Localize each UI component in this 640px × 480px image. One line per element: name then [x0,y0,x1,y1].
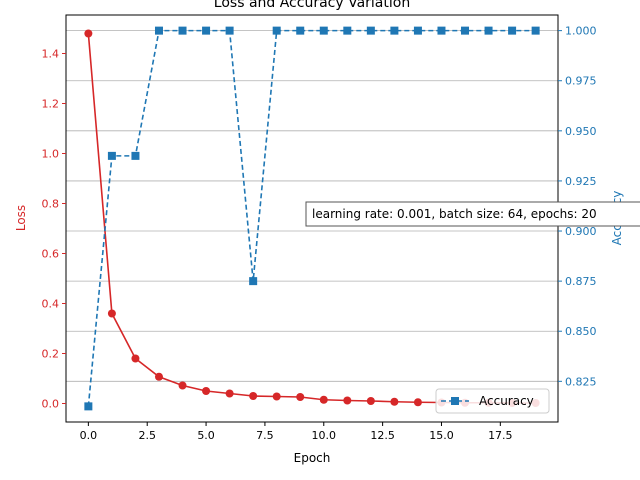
left-y-tick-label: 0.8 [42,198,60,211]
left-y-tick-label: 1.0 [42,148,60,161]
left-y-tick-label: 0.2 [42,348,60,361]
right-y-tick-label: 0.825 [565,375,597,388]
loss-point [413,398,422,407]
left-y-tick-label: 0.4 [42,298,60,311]
right-y-tick-label: 0.925 [565,175,597,188]
loss-point [319,395,328,404]
accuracy-point [107,151,116,160]
x-tick-label: 15.0 [429,429,454,442]
accuracy-point [461,26,470,35]
x-tick-label: 12.5 [370,429,395,442]
legend-accuracy-marker [451,397,459,405]
loss-point [107,309,116,318]
accuracy-point [296,26,305,35]
loss-point [202,387,211,395]
x-tick-label: 2.5 [138,429,156,442]
accuracy-point [272,26,281,35]
right-y-tick-label: 0.975 [565,75,597,88]
accuracy-point [437,26,446,35]
accuracy-point [249,277,258,286]
legend-accuracy-label: Accuracy [479,394,534,408]
accuracy-point [131,151,140,160]
accuracy-point [343,26,352,35]
loss-point [343,396,352,405]
accuracy-point [531,26,540,35]
accuracy-point [319,26,328,35]
loss-point [178,381,187,390]
x-tick-label: 10.0 [312,429,337,442]
loss-point [131,354,140,363]
left-y-tick-label: 0.0 [42,398,60,411]
annotation-text: learning rate: 0.001, batch size: 64, ep… [312,207,597,221]
right-y-tick-label: 0.950 [565,125,597,138]
x-tick-label: 17.5 [488,429,513,442]
right-y-tick-label: 0.875 [565,275,597,288]
loss-point [272,392,281,401]
accuracy-point [413,26,422,35]
loss-point [249,392,258,400]
accuracy-point [390,26,399,35]
accuracy-point [84,402,93,411]
left-y-tick-label: 1.2 [42,98,60,111]
accuracy-point [484,26,493,35]
chart-title: Loss and Accuracy Variation [214,0,410,11]
axis-layer: 0.0 2.5 5.0 7.5 10.0 12.5 15.0 17.5 0.0 0.2 0.4 0.6… [42,25,597,442]
accuracy-point [508,26,517,35]
accuracy-point [202,26,211,35]
accuracy-point [178,26,187,35]
loss-point [296,393,305,401]
accuracy-point [154,26,163,35]
left-y-axis-label: Loss [14,205,28,231]
annotation-frame [305,201,640,227]
loss-point [225,389,234,398]
x-axis-label: Epoch [294,451,331,465]
loss-point [154,372,163,381]
loss-point [390,397,399,406]
left-y-tick-label: 1.4 [42,48,60,61]
loss-point [366,397,375,405]
annotation-box: learning rate: 0.001, batch size: 64, ep… [305,201,640,227]
left-y-tick-label: 0.6 [42,248,60,261]
grid-layer [66,30,558,382]
right-y-tick-label: 1.000 [565,25,597,38]
accuracy-point [225,26,234,35]
x-tick-label: 5.0 [197,429,215,442]
x-tick-label: 7.5 [256,429,274,442]
right-y-tick-label: 0.850 [565,325,597,338]
accuracy-point [366,26,375,35]
legend-frame [435,388,550,414]
legend: Accuracy [435,388,550,414]
loss-point [84,29,93,38]
right-y-tick-label: 0.900 [565,225,597,238]
x-tick-label: 0.0 [80,429,98,442]
